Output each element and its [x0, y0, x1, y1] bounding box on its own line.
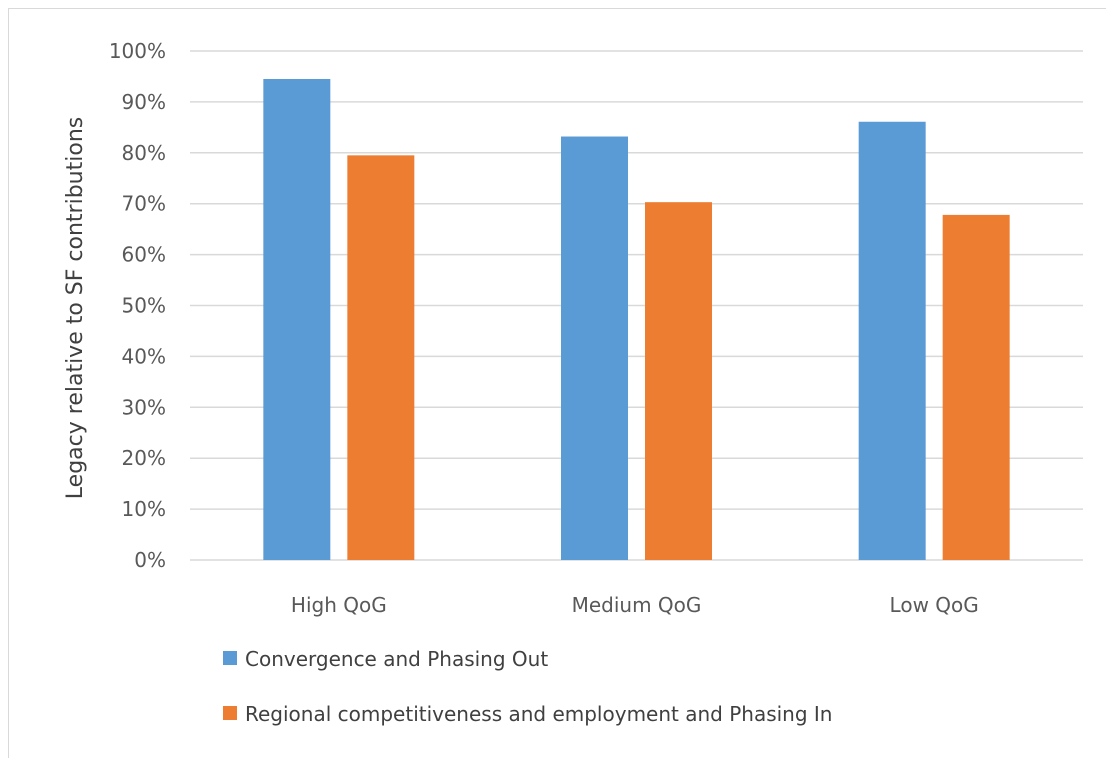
legend-swatch: [223, 651, 237, 665]
bar-regional-1: [347, 155, 415, 560]
bars: [263, 78, 1010, 561]
y-tick-label: 40%: [122, 344, 166, 368]
y-tick-label: 60%: [122, 243, 166, 267]
legend-label: Convergence and Phasing Out: [245, 647, 548, 671]
x-tick-label: Low QoG: [890, 593, 979, 617]
y-tick-label: 100%: [109, 39, 166, 63]
y-tick-label: 70%: [122, 192, 166, 216]
bar-convergence-2: [561, 136, 628, 560]
y-axis-title: Legacy relative to SF contributions: [63, 117, 88, 499]
y-tick-label: 50%: [122, 294, 166, 318]
y-tick-label: 0%: [134, 548, 166, 572]
x-tick-label: Medium QoG: [572, 593, 702, 617]
y-tick-label: 80%: [122, 141, 166, 165]
y-tick-label: 10%: [122, 497, 166, 521]
bar-convergence-3: [858, 121, 926, 560]
y-axis-ticks: 0% 10% 20% 30% 40% 50% 60% 70% 80% 90% 100%: [109, 39, 166, 572]
legend-swatch: [223, 706, 237, 720]
chart-frame: [8, 8, 1106, 758]
y-tick-label: 90%: [122, 90, 166, 114]
y-tick-label: 20%: [122, 446, 166, 470]
legend-label: Regional competitiveness and employment …: [245, 702, 832, 726]
x-tick-label: High QoG: [291, 593, 387, 617]
bar-regional-2: [645, 202, 712, 560]
x-axis-ticks: High QoG Medium QoG Low QoG: [291, 593, 979, 617]
bar-convergence-1: [263, 78, 331, 561]
y-tick-label: 30%: [122, 395, 166, 419]
grid-lines: [190, 50, 1083, 561]
legend: Convergence and Phasing Out Regional comp…: [223, 647, 832, 726]
bar-regional-3: [942, 214, 1010, 560]
